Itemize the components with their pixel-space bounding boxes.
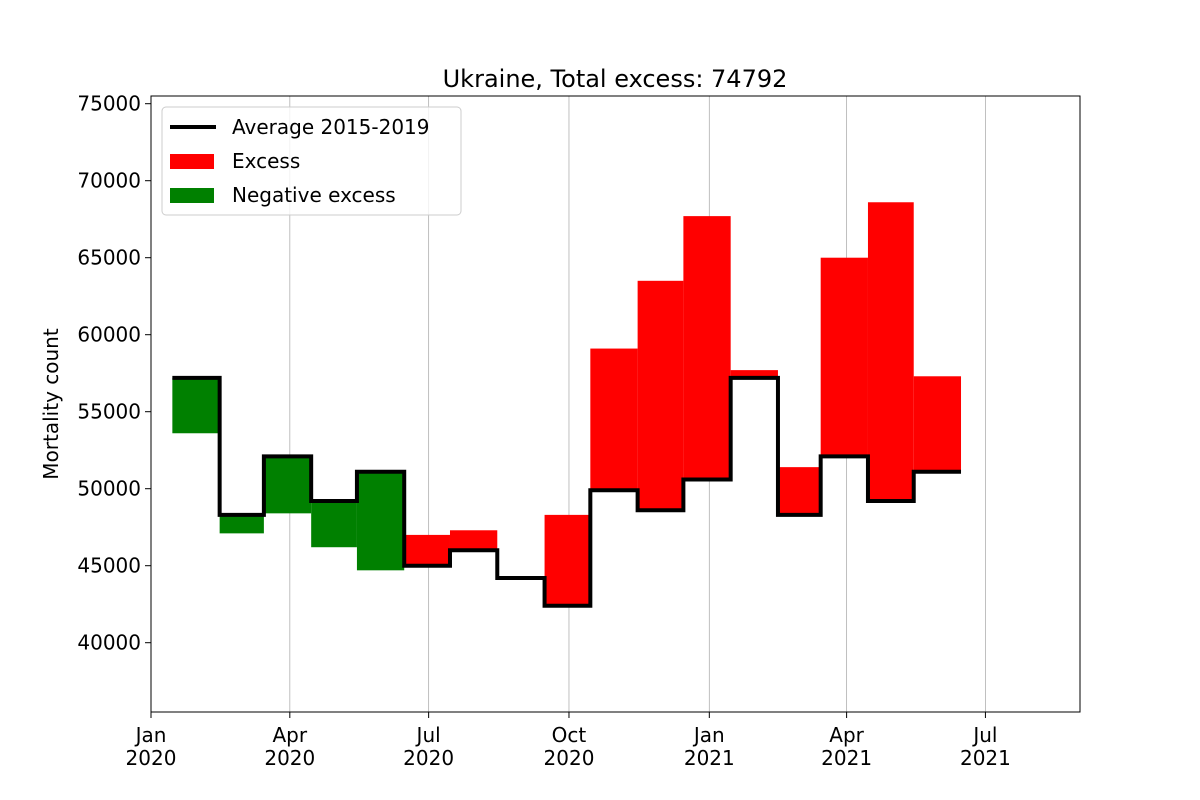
excess-bar-16: [913, 376, 962, 472]
excess-bar-15: [867, 202, 914, 502]
y-axis-label: Mortality count: [39, 328, 63, 480]
legend-label-1: Excess: [232, 149, 300, 173]
legend-swatch-1: [170, 154, 214, 169]
excess-bars: [172, 202, 962, 606]
y-tick-label-4: 60000: [77, 323, 141, 347]
plot-frame: [150, 95, 1081, 713]
negative-excess-bar-2: [263, 456, 312, 514]
legend: Average 2015-2019 Excess Negative excess: [161, 106, 462, 216]
excess-bar-5: [404, 534, 450, 566]
negative-excess-bar-1: [219, 514, 264, 534]
negative-excess-bar-3: [311, 501, 357, 548]
x-tick-label-4: Jan 2021: [684, 723, 735, 770]
x-tick-label-5: Apr 2021: [821, 723, 872, 770]
excess-bar-10: [637, 280, 684, 511]
x-tick-label-0: Jan 2020: [126, 723, 177, 770]
excess-bar-9: [590, 348, 638, 491]
x-tick-label-1: Apr 2020: [264, 723, 315, 770]
y-axis-ticks: 40000 45000 50000 55000 60000 65000 70000 75000: [77, 92, 151, 655]
x-tick-label-3: Oct 2020: [544, 723, 595, 770]
y-tick-label-3: 55000: [77, 400, 141, 424]
y-tick-label-2: 50000: [77, 477, 141, 501]
excess-bar-12: [730, 370, 778, 378]
x-tick-label-6: Jul 2021: [960, 723, 1011, 770]
excess-bar-13: [777, 467, 821, 515]
legend-label-0: Average 2015-2019: [232, 115, 430, 139]
legend-label-2: Negative excess: [232, 183, 396, 207]
excess-bar-8: [544, 514, 591, 606]
y-tick-label-1: 45000: [77, 554, 141, 578]
legend-swatch-2: [170, 188, 214, 203]
negative-excess-bar-0: [172, 377, 220, 434]
y-tick-label-7: 75000: [77, 92, 141, 116]
excess-bar-11: [683, 216, 731, 480]
x-axis-ticks: Jan 2020 Apr 2020 Jul 2020 Oct 2020 Jan 2021 Apr 20…: [126, 712, 1011, 770]
legend-box: [161, 106, 462, 216]
y-tick-label-5: 65000: [77, 246, 141, 270]
x-tick-label-2: Jul 2020: [403, 723, 454, 770]
excess-bar-6: [449, 530, 498, 551]
excess-bar-14: [820, 257, 868, 457]
chart-title: Ukraine, Total excess: 74792: [443, 65, 788, 93]
y-tick-label-0: 40000: [77, 631, 141, 655]
negative-excess-bar-4: [356, 471, 405, 571]
y-tick-label-6: 70000: [77, 169, 141, 193]
baseline-step-line: [172, 375, 962, 608]
